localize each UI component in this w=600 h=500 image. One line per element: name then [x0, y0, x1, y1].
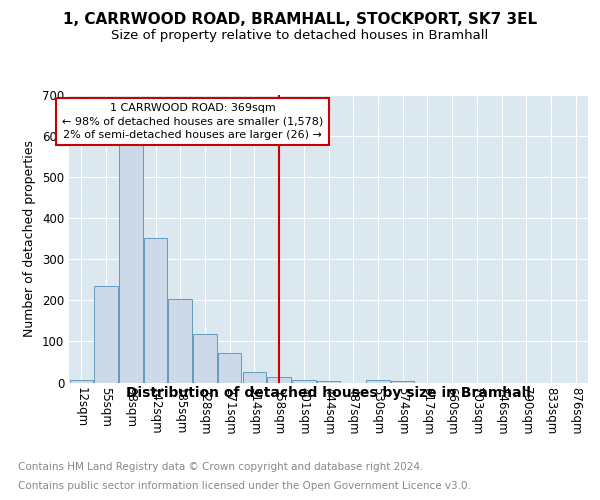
- Bar: [268, 377, 291, 382]
- Bar: [94, 286, 118, 382]
- Bar: [144, 238, 167, 382]
- Bar: [391, 381, 415, 382]
- Bar: [366, 380, 389, 382]
- Bar: [242, 372, 266, 382]
- Bar: [317, 381, 340, 382]
- Bar: [169, 299, 192, 382]
- Text: 1 CARRWOOD ROAD: 369sqm
← 98% of detached houses are smaller (1,578)
2% of semi-: 1 CARRWOOD ROAD: 369sqm ← 98% of detache…: [62, 103, 323, 140]
- Bar: [292, 380, 316, 382]
- Bar: [193, 334, 217, 382]
- Text: 1, CARRWOOD ROAD, BRAMHALL, STOCKPORT, SK7 3EL: 1, CARRWOOD ROAD, BRAMHALL, STOCKPORT, S…: [63, 12, 537, 28]
- Text: Size of property relative to detached houses in Bramhall: Size of property relative to detached ho…: [112, 29, 488, 42]
- Bar: [119, 144, 143, 382]
- Text: Distribution of detached houses by size in Bramhall: Distribution of detached houses by size …: [127, 386, 531, 400]
- Y-axis label: Number of detached properties: Number of detached properties: [23, 140, 37, 337]
- Text: Contains HM Land Registry data © Crown copyright and database right 2024.: Contains HM Land Registry data © Crown c…: [18, 462, 424, 472]
- Text: Contains public sector information licensed under the Open Government Licence v3: Contains public sector information licen…: [18, 481, 471, 491]
- Bar: [70, 380, 93, 382]
- Bar: [218, 353, 241, 382]
